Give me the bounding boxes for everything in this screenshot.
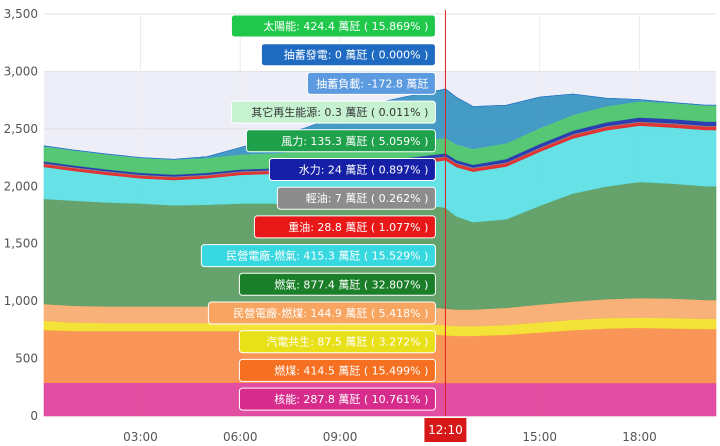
tooltip-民營電廠-燃煤: 民營電廠-燃煤: 144.9 萬瓩 ( 5.418% ) xyxy=(207,301,436,325)
tooltip-其它再生能源: 其它再生能源: 0.3 萬瓩 ( 0.011% ) xyxy=(230,100,436,124)
x-tick-label: 03:00 xyxy=(123,430,158,444)
y-tick-label: 1,500 xyxy=(4,237,38,251)
tooltip-輕油: 輕油: 7 萬瓩 ( 0.262% ) xyxy=(276,186,436,210)
tooltip-太陽能: 太陽能: 424.4 萬瓩 ( 15.869% ) xyxy=(230,14,436,38)
tooltip-box xyxy=(306,71,436,95)
tooltip-核能: 核能: 287.8 萬瓩 ( 10.761% ) xyxy=(238,387,436,411)
tooltip-text: 抽蓄發電: 0 萬瓩 ( 0.000% ) xyxy=(284,48,429,62)
y-tick-label: 500 xyxy=(15,352,38,366)
x-tick-label: 15:00 xyxy=(522,430,557,444)
tooltip-box xyxy=(200,244,436,268)
tooltip-抽蓄發電: 抽蓄發電: 0 萬瓩 ( 0.000% ) xyxy=(260,43,436,67)
tooltip-box xyxy=(230,100,436,124)
tooltip-box xyxy=(238,330,436,354)
y-tick-label: 1,000 xyxy=(4,294,38,308)
tooltip-風力: 風力: 135.3 萬瓩 ( 5.059% ) xyxy=(245,129,436,153)
tooltip-水力: 水力: 24 萬瓩 ( 0.897% ) xyxy=(268,158,436,181)
tooltip-汽電共生: 汽電共生: 87.5 萬瓩 ( 3.272% ) xyxy=(238,330,436,354)
tooltip-text: 抽蓄負載: -172.8 萬瓩 xyxy=(316,76,428,90)
tooltip-text: 水力: 24 萬瓩 ( 0.897% ) xyxy=(299,164,429,177)
tooltip-box xyxy=(260,43,436,67)
tooltip-燃煤: 燃煤: 414.5 萬瓩 ( 15.499% ) xyxy=(238,358,436,382)
cursor-label-box[interactable] xyxy=(424,418,467,442)
tooltip-box xyxy=(238,387,436,411)
tooltip-text: 民營電廠-燃煤: 144.9 萬瓩 ( 5.418% ) xyxy=(233,306,428,320)
tooltip-box xyxy=(245,129,436,153)
tooltip-box xyxy=(207,301,436,325)
x-axis-ticks: 03:00 06:00 09:00 15:00 18:00 xyxy=(123,430,657,444)
x-tick-label: 09:00 xyxy=(323,430,358,444)
tooltip-box xyxy=(238,358,436,382)
tooltip-box xyxy=(276,186,436,210)
series-tooltips: 太陽能: 424.4 萬瓩 ( 15.869% ) 抽蓄發電: 0 萬瓩 ( 0.… xyxy=(200,14,436,411)
y-tick-label: 3,000 xyxy=(4,64,38,78)
tooltip-text: 風力: 135.3 萬瓩 ( 5.059% ) xyxy=(281,135,428,148)
y-tick-label: 3,500 xyxy=(4,7,38,21)
tooltip-text: 燃氣: 877.4 萬瓩 ( 32.807% ) xyxy=(274,277,428,291)
tooltip-text: 燃煤: 414.5 萬瓩 ( 15.499% ) xyxy=(274,363,428,377)
y-tick-label: 2,000 xyxy=(4,179,38,193)
tooltip-text: 重油: 28.8 萬瓩 ( 1.077% ) xyxy=(288,220,428,234)
y-tick-label: 2,500 xyxy=(4,122,38,136)
time-cursor[interactable]: 12:10 xyxy=(424,10,467,442)
tooltip-重油: 重油: 28.8 萬瓩 ( 1.077% ) xyxy=(253,215,436,239)
x-tick-label: 06:00 xyxy=(223,430,258,444)
tooltip-box xyxy=(268,158,436,181)
tooltip-text: 太陽能: 424.4 萬瓩 ( 15.869% ) xyxy=(263,19,428,33)
y-axis-ticks: 0 500 1,000 1,500 2,000 2,500 3,000 3,500 xyxy=(4,7,38,423)
tooltip-text: 輕油: 7 萬瓩 ( 0.262% ) xyxy=(306,191,429,205)
tooltip-text: 其它再生能源: 0.3 萬瓩 ( 0.011% ) xyxy=(251,105,428,119)
tooltip-text: 核能: 287.8 萬瓩 ( 10.761% ) xyxy=(274,392,428,406)
tooltip-box xyxy=(230,14,436,38)
cursor-label[interactable]: 12:10 xyxy=(428,423,463,437)
x-tick-label: 18:00 xyxy=(622,430,657,444)
tooltip-text: 民營電廠-燃氣: 415.3 萬瓩 ( 15.529% ) xyxy=(226,249,428,263)
tooltip-box xyxy=(253,215,436,239)
tooltip-抽蓄負載: 抽蓄負載: -172.8 萬瓩 xyxy=(306,71,436,95)
tooltip-text: 汽電共生: 87.5 萬瓩 ( 3.272% ) xyxy=(266,335,428,349)
tooltip-燃氣: 燃氣: 877.4 萬瓩 ( 32.807% ) xyxy=(238,272,436,296)
tooltip-民營電廠-燃氣: 民營電廠-燃氣: 415.3 萬瓩 ( 15.529% ) xyxy=(200,244,436,268)
y-tick-label: 0 xyxy=(30,409,38,423)
tooltip-box xyxy=(238,272,436,296)
